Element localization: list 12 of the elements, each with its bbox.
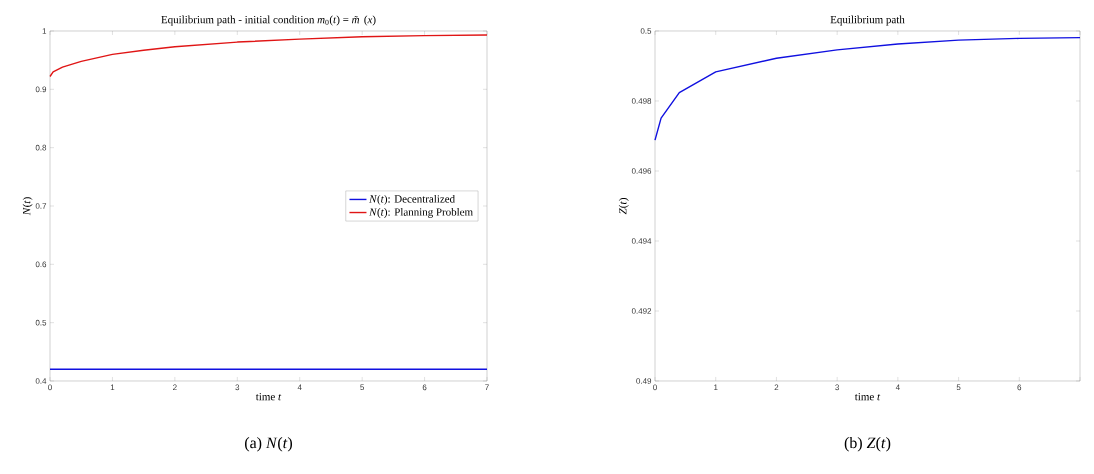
- legend-label: N(t): Planning Problem: [369, 207, 473, 218]
- y-axis-title: Z(t): [618, 198, 629, 215]
- y-axis-title: N(t): [22, 197, 33, 216]
- text: (a) N(t): [245, 437, 293, 452]
- x-axis-title: time t: [854, 392, 881, 401]
- line-series: [49, 34, 488, 78]
- chart-title: Equilibrium path - initial condition m$_{0}$(t) = m̃(x): [161, 15, 376, 26]
- legend-label: N(t): Decentralized: [369, 194, 455, 205]
- x-axis-title: time t: [255, 392, 282, 401]
- chart-title: Equilibrium path: [830, 15, 905, 26]
- text: (b) Z(t): [844, 437, 891, 452]
- line-series: [654, 36, 1081, 141]
